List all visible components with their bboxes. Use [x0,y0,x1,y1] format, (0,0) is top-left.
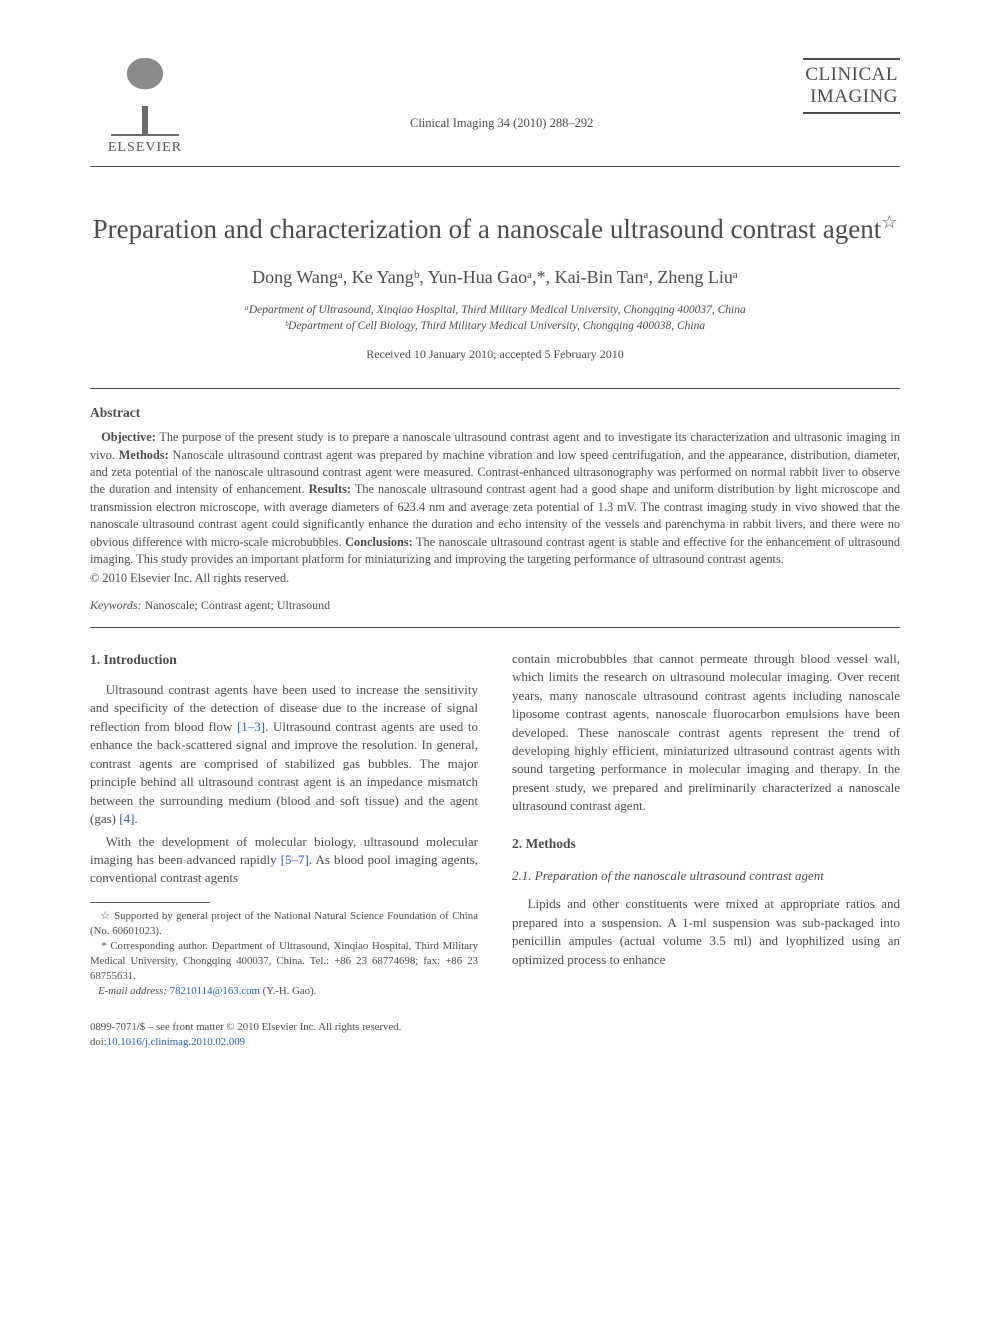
keywords-text: Nanoscale; Contrast agent; Ultrasound [142,598,331,612]
title-footnote-star: ☆ [881,212,897,232]
intro-continuation: contain microbubbles that cannot permeat… [512,650,900,816]
affiliations: ᵃDepartment of Ultrasound, Xinqiao Hospi… [90,302,900,335]
journal-logo-line2: IMAGING [810,86,898,107]
intro-paragraph-2: With the development of molecular biolog… [90,833,478,888]
body-columns: 1. Introduction Ultrasound contrast agen… [90,650,900,1050]
abstract: Abstract Objective: The purpose of the p… [90,405,900,586]
footnote-email: E-mail address: 78210114@163.com (Y.-H. … [90,984,478,999]
footnote-email-label: E-mail address: [98,985,170,997]
article-title: Preparation and characterization of a na… [90,211,900,247]
abstract-copyright: © 2010 Elsevier Inc. All rights reserved… [90,571,900,586]
publisher-name: ELSEVIER [90,140,200,156]
abstract-heading: Abstract [90,405,900,421]
journal-logo-text: CLINICAL IMAGING [803,58,900,114]
intro-paragraph-1: Ultrasound contrast agents have been use… [90,681,478,829]
left-column: 1. Introduction Ultrasound contrast agen… [90,650,478,1050]
title-text: Preparation and characterization of a na… [93,214,882,244]
footnote-email-tail: (Y.-H. Gao). [260,985,316,997]
footnote-corresponding: * Corresponding author. Department of Ul… [90,939,478,984]
doi-link[interactable]: 10.1016/j.clinimag.2010.02.009 [107,1036,245,1048]
section-methods-heading: 2. Methods [512,834,900,853]
doi-line: doi:10.1016/j.clinimag.2010.02.009 [90,1035,478,1050]
journal-reference: Clinical Imaging 34 (2010) 288–292 [410,58,593,131]
post-abstract-rule [90,627,900,628]
doi-label: doi: [90,1036,107,1048]
section-introduction-heading: 1. Introduction [90,650,478,669]
citation-5-7[interactable]: [5–7] [281,852,309,867]
citation-4[interactable]: [4] [119,811,134,826]
front-matter-line: 0899-7071/$ – see front matter © 2010 El… [90,1020,478,1035]
publisher-logo-block: ELSEVIER [90,58,200,156]
keywords-label: Keywords: [90,598,142,612]
footnote-corresponding-text: * Corresponding author. Department of Ul… [90,940,478,982]
footnote-funding: ☆ Supported by general project of the Na… [90,909,478,939]
right-column: contain microbubbles that cannot permeat… [512,650,900,1050]
intro-p1b: . Ultrasound contrast agents are used to… [90,719,478,826]
intro-p1c: . [134,811,137,826]
footnote-funding-text: ☆ Supported by general project of the Na… [90,910,478,937]
abstract-conclusions-label: Conclusions: [345,535,413,549]
abstract-methods-label: Methods: [119,448,169,462]
keywords: Keywords: Nanoscale; Contrast agent; Ult… [90,598,900,613]
pre-abstract-rule [90,388,900,389]
methods-paragraph-1: Lipids and other constituents were mixed… [512,895,900,969]
journal-logo: CLINICAL IMAGING [803,58,900,114]
header-rule [90,166,900,167]
abstract-objective-label: Objective: [101,430,156,444]
elsevier-tree-icon [111,58,179,136]
subsection-2-1-heading: 2.1. Preparation of the nanoscale ultras… [512,867,900,885]
article-dates: Received 10 January 2010; accepted 5 Feb… [90,347,900,362]
affiliation-b: ᵇDepartment of Cell Biology, Third Milit… [90,318,900,335]
bottom-metadata: 0899-7071/$ – see front matter © 2010 El… [90,1020,478,1050]
affiliation-a: ᵃDepartment of Ultrasound, Xinqiao Hospi… [90,302,900,319]
abstract-body: Objective: The purpose of the present st… [90,429,900,569]
article-header: ELSEVIER Clinical Imaging 34 (2010) 288–… [90,58,900,156]
footnotes: ☆ Supported by general project of the Na… [90,909,478,1000]
author-list: Dong Wangᵃ, Ke Yangᵇ, Yun-Hua Gaoᵃ,*, Ka… [90,267,900,288]
footnote-rule [90,902,210,903]
journal-logo-line1: CLINICAL [805,64,898,85]
footnote-email-link[interactable]: 78210114@163.com [170,985,260,997]
citation-1-3[interactable]: [1–3] [237,719,265,734]
abstract-results-label: Results: [309,482,351,496]
